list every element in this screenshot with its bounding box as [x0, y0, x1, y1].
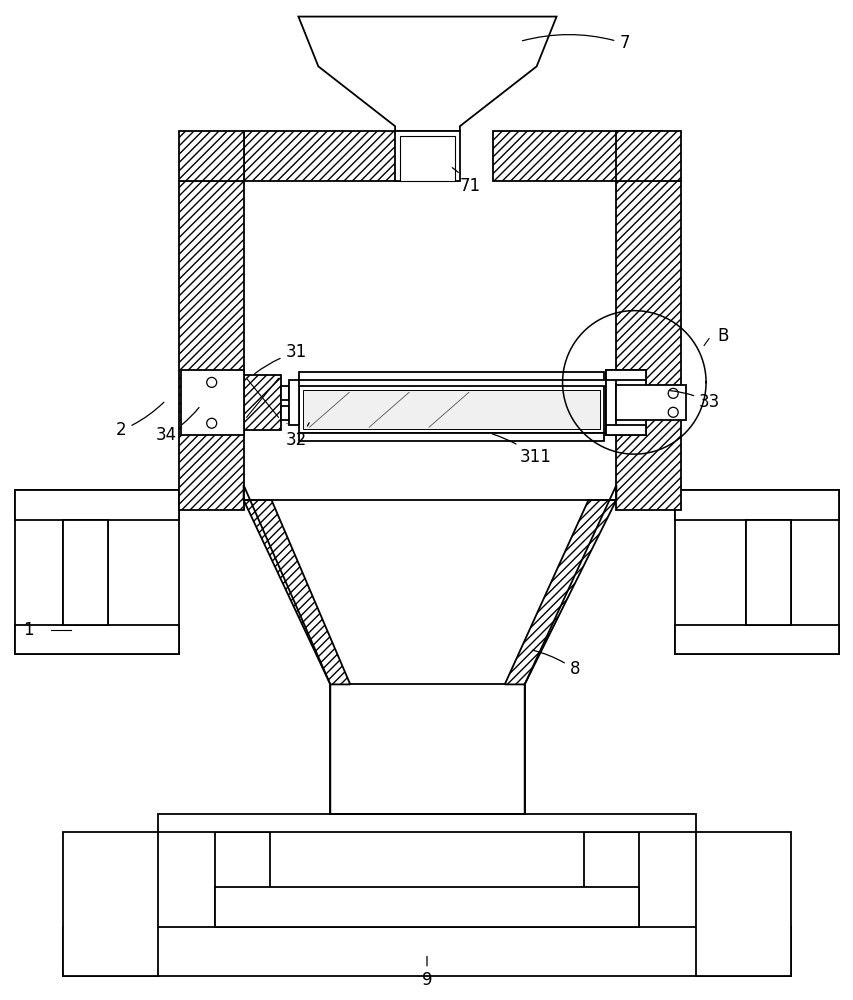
- Bar: [299, 433, 604, 441]
- Bar: [695, 832, 790, 976]
- Circle shape: [667, 388, 677, 398]
- Bar: [15, 490, 178, 654]
- Bar: [63, 832, 158, 976]
- Bar: [281, 406, 289, 420]
- Bar: [606, 425, 646, 435]
- Text: 31: 31: [254, 343, 306, 374]
- Bar: [395, 131, 460, 181]
- Text: 9: 9: [421, 956, 432, 989]
- Bar: [745, 520, 790, 625]
- Bar: [675, 490, 838, 654]
- Bar: [178, 181, 243, 510]
- Bar: [616, 181, 681, 510]
- Bar: [303, 390, 600, 429]
- Bar: [330, 684, 524, 814]
- Text: 71: 71: [452, 168, 480, 195]
- Bar: [158, 814, 695, 832]
- Bar: [214, 887, 639, 927]
- Circle shape: [206, 377, 217, 387]
- Bar: [606, 370, 646, 435]
- Bar: [299, 386, 604, 433]
- Bar: [289, 380, 299, 425]
- Bar: [606, 370, 616, 435]
- Text: B: B: [717, 327, 728, 345]
- Bar: [243, 375, 281, 430]
- Bar: [15, 625, 178, 654]
- Bar: [399, 136, 455, 181]
- Circle shape: [667, 407, 677, 417]
- Bar: [616, 385, 685, 420]
- Text: 2: 2: [116, 402, 164, 439]
- Bar: [15, 490, 178, 520]
- Circle shape: [206, 418, 217, 428]
- Text: 7: 7: [522, 34, 630, 52]
- Polygon shape: [504, 500, 616, 684]
- Bar: [178, 131, 243, 181]
- Bar: [675, 490, 838, 520]
- Bar: [281, 386, 289, 400]
- Bar: [63, 520, 108, 625]
- Text: 32: 32: [285, 423, 309, 449]
- Text: 33: 33: [670, 391, 720, 411]
- Text: 1: 1: [23, 621, 34, 639]
- Bar: [746, 521, 789, 624]
- Bar: [299, 372, 604, 380]
- Bar: [63, 927, 790, 976]
- Bar: [181, 370, 243, 435]
- Text: 311: 311: [492, 434, 551, 466]
- Polygon shape: [243, 500, 350, 684]
- Bar: [214, 832, 270, 927]
- Text: 8: 8: [531, 650, 579, 678]
- Bar: [675, 625, 838, 654]
- Bar: [492, 131, 661, 181]
- Bar: [583, 832, 639, 927]
- Bar: [616, 131, 681, 181]
- Bar: [243, 131, 413, 181]
- Bar: [64, 521, 107, 624]
- Text: 34: 34: [156, 407, 199, 444]
- Polygon shape: [298, 17, 556, 131]
- Bar: [606, 370, 646, 380]
